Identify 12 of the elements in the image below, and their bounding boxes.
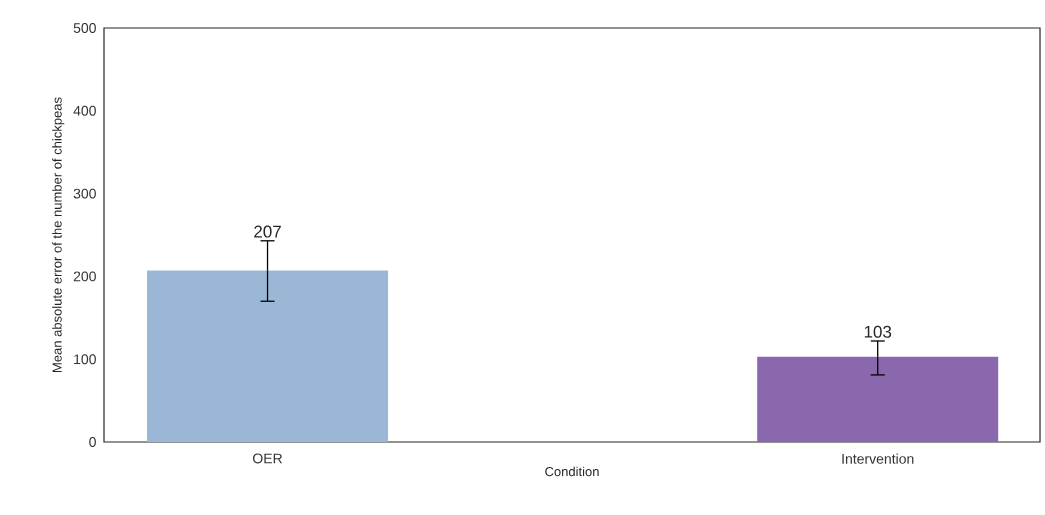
x-tick-label: OER <box>253 453 283 464</box>
y-tick-label: 0 <box>89 437 96 447</box>
x-tick-label: Intervention <box>842 453 914 464</box>
data-label: 207 <box>254 225 281 238</box>
y-tick-label: 300 <box>73 188 96 199</box>
y-axis-title: Mean absolute error of the number of chickpeas <box>52 97 65 372</box>
y-tick-label: 100 <box>74 354 96 365</box>
x-axis-title: Condition <box>545 466 599 477</box>
y-tick-label: 200 <box>73 271 96 282</box>
y-tick-label: 500 <box>73 23 96 33</box>
data-label: 103 <box>864 325 892 338</box>
y-tick-label: 400 <box>73 105 96 116</box>
